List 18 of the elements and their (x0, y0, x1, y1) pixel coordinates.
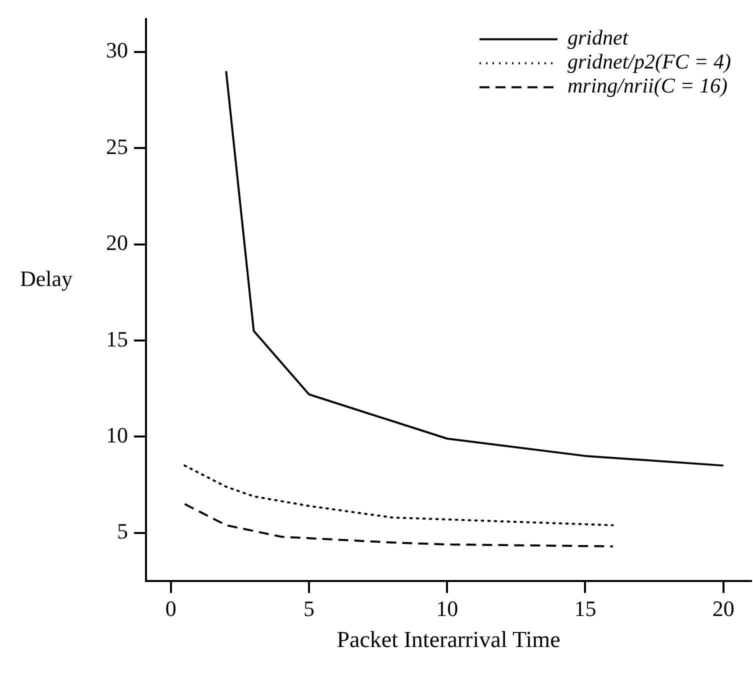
y-tick-label: 30 (106, 38, 128, 63)
x-tick-label: 10 (436, 596, 458, 621)
x-tick-label: 20 (712, 596, 734, 621)
x-axis-title: Packet Interarrival Time (336, 627, 560, 652)
line-series (184, 503, 614, 548)
y-tick-label: 25 (106, 134, 128, 159)
x-tick-label: 5 (303, 596, 314, 621)
y-axis-title: Delay (20, 266, 73, 291)
x-tick-label: 15 (574, 596, 596, 621)
y-tick-label: 5 (117, 518, 128, 544)
line-series (184, 464, 614, 526)
legend-label: mring/nrii(C = 16) (568, 74, 728, 98)
legend-label: gridnet (568, 26, 630, 50)
y-tick-label: 10 (106, 422, 128, 448)
y-tick-label: 20 (106, 230, 128, 256)
y-tick-label: 15 (106, 326, 128, 352)
x-tick-label: 0 (165, 596, 176, 621)
legend-label: gridnet/p2(FC = 4) (568, 50, 732, 74)
